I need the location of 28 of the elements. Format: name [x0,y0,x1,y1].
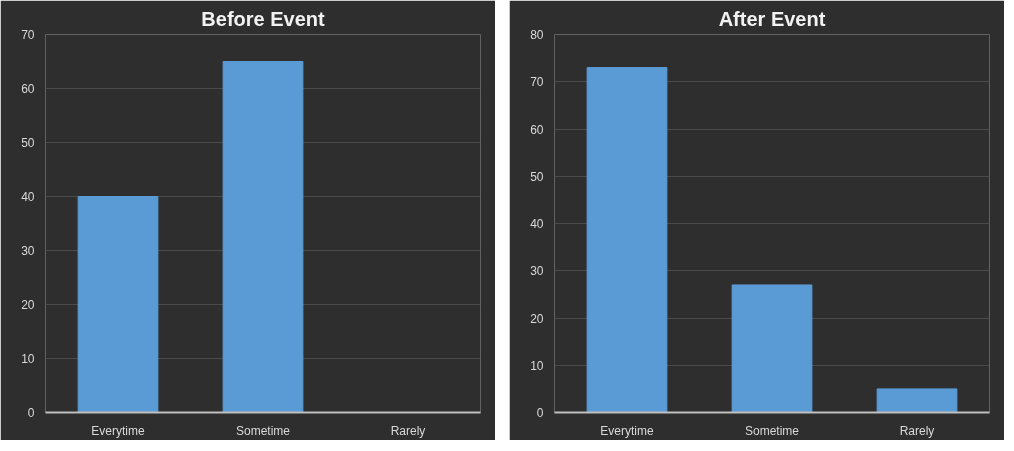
y-tick-label: 30 [21,244,35,258]
y-tick-label: 20 [530,311,544,326]
y-tick-label: 20 [21,298,35,312]
x-tick-label: Rarely [899,423,935,438]
chart-title: After Event [718,7,826,30]
bar [731,284,813,413]
y-tick-label: 40 [21,190,35,204]
y-tick-label: 60 [530,122,544,137]
y-tick-label: 50 [21,136,35,150]
chart-title: Before Event [201,7,326,30]
x-tick-label: Everytime [600,423,654,438]
y-tick-label: 70 [530,75,544,90]
x-tick-label: Sometime [744,423,800,438]
y-tick-label: 10 [21,352,35,366]
y-tick-label: 0 [536,406,544,420]
y-tick-label: 10 [530,358,544,373]
bar [876,388,958,413]
y-tick-label: 60 [21,82,35,96]
y-tick-label: 70 [21,28,35,42]
y-tick-label: 30 [530,264,544,279]
y-tick-label: 40 [530,217,544,231]
y-tick-label: 0 [27,406,35,420]
y-tick-label: 80 [530,28,544,42]
x-tick-label: Rarely [390,423,426,438]
bar [586,67,668,413]
x-tick-label: Sometime [235,423,291,438]
x-tick-label: Everytime [91,423,145,438]
y-tick-label: 50 [530,169,544,184]
